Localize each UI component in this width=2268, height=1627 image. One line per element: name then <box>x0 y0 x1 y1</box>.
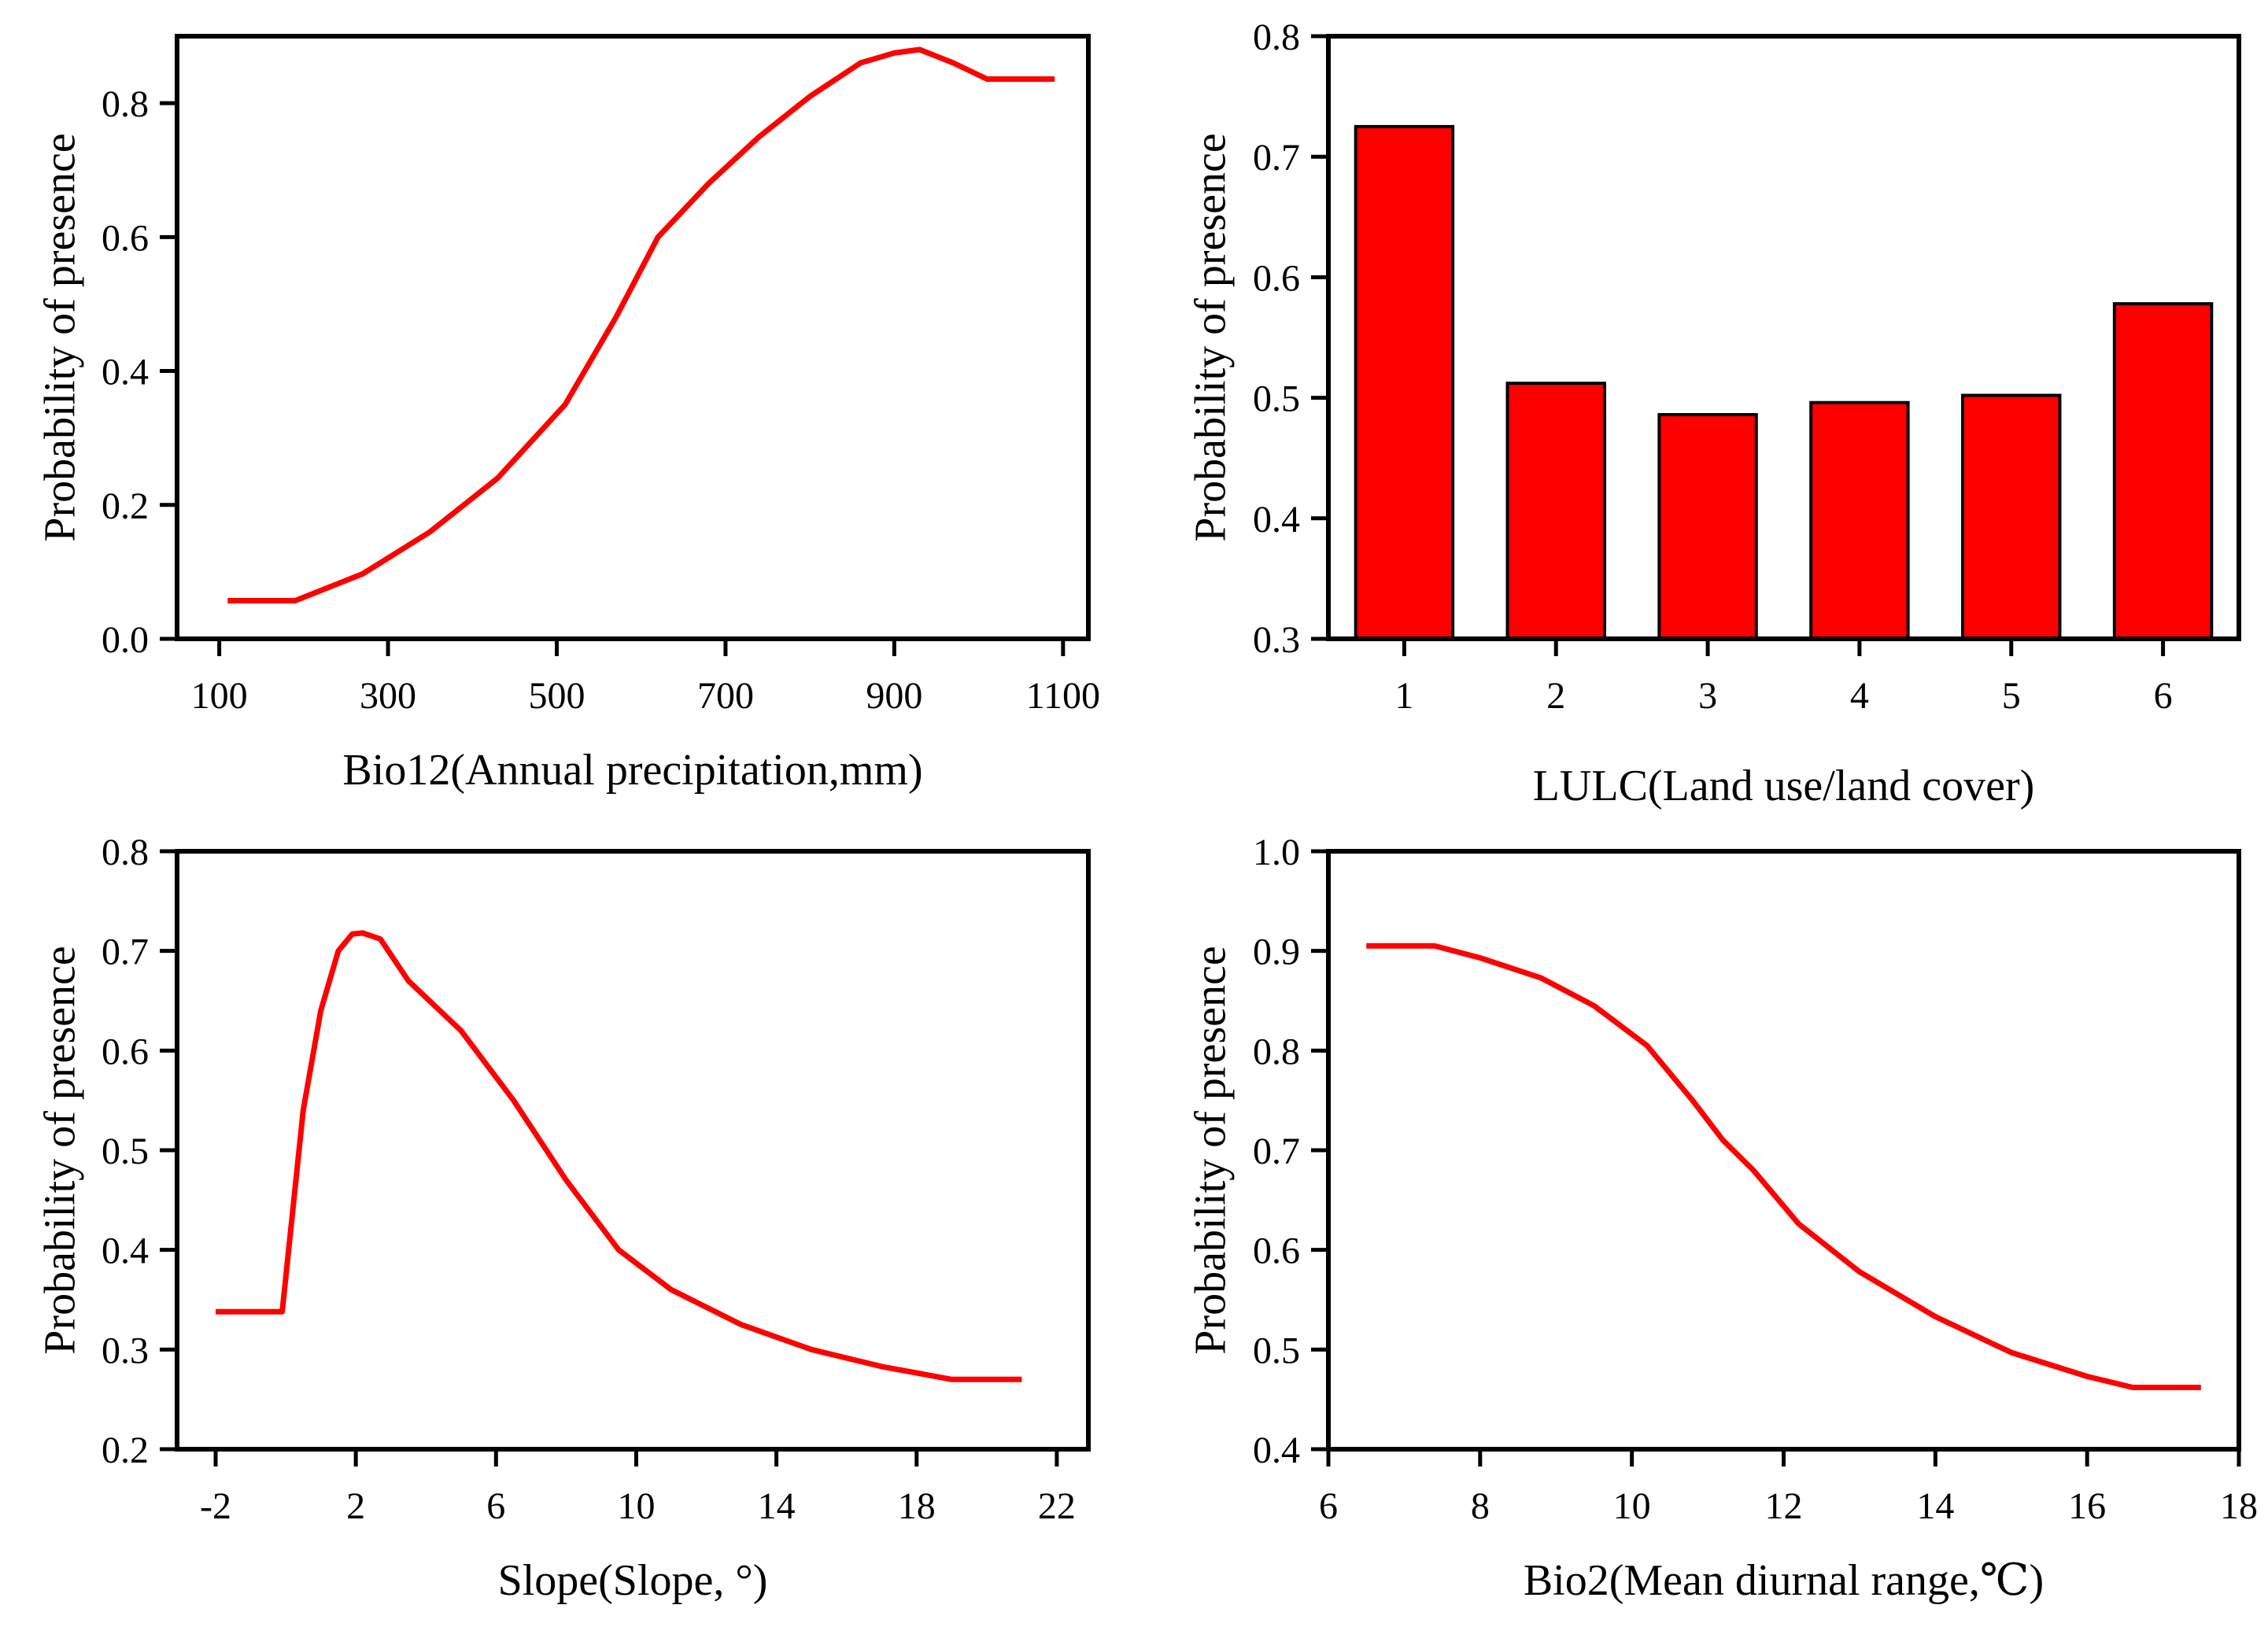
x-tick-label: 6 <box>1319 1485 1338 1527</box>
y-tick-label: 0.4 <box>1253 1430 1300 1471</box>
x-tick-label: 16 <box>2068 1485 2106 1527</box>
plot-frame <box>1326 849 2241 1452</box>
x-tick-label: 700 <box>697 675 754 717</box>
x-tick-label: 5 <box>2002 675 2021 717</box>
x-tick-label: 10 <box>617 1485 655 1527</box>
y-tick-label: 0.9 <box>1253 932 1300 973</box>
panel-bio12: 100 300 500 700 900 1100 0.0 0.2 0.4 0.6 0.8 Bio12(… <box>36 34 1100 795</box>
x-axis-label: Bio2(Mean diurnal range,℃) <box>1524 1556 2044 1605</box>
x-axis-label: Bio12(Annual precipitation,mm) <box>342 746 922 795</box>
y-tick-label: 0.7 <box>1253 137 1300 179</box>
x-tick-label: 1 <box>1394 675 1413 717</box>
panel-slope: -2 2 6 10 14 18 22 0.2 0.3 0.4 0.5 0.6 0.7 0.8 Slope(S… <box>36 832 1091 1605</box>
plot-frame <box>1326 34 2241 641</box>
y-tick-label: 0.7 <box>102 932 149 973</box>
y-tick-label: 0.8 <box>102 83 149 125</box>
y-axis-label: Probability of presence <box>36 946 85 1354</box>
x-tick-label: -2 <box>200 1485 231 1527</box>
x-tick-label: 500 <box>529 675 585 717</box>
y-tick-label: 0.4 <box>1253 499 1300 540</box>
x-tick-label: 8 <box>1471 1485 1490 1527</box>
panel-bio2: 6 8 10 12 14 16 18 0.4 0.5 0.6 0.7 0.8 0.9 1.0 Bio2(Me… <box>1187 832 2258 1605</box>
y-tick-label: 0.5 <box>1253 1330 1300 1371</box>
x-tick-label: 6 <box>486 1485 505 1527</box>
y-tick-label: 0.0 <box>102 619 149 661</box>
y-tick-label: 0.5 <box>102 1131 149 1172</box>
x-tick-label: 14 <box>758 1485 796 1527</box>
y-axis-label: Probability of presence <box>1187 946 1236 1354</box>
x-tick-label: 10 <box>1613 1485 1651 1527</box>
x-tick-label: 1100 <box>1026 675 1100 717</box>
y-tick-label: 0.6 <box>1253 257 1300 299</box>
bar-6 <box>2112 302 2214 640</box>
x-tick-label: 300 <box>360 675 416 717</box>
bar-3 <box>1657 413 1758 640</box>
y-tick-label: 0.8 <box>1253 17 1300 58</box>
series-line-response <box>1366 943 2201 1390</box>
y-tick-label: 0.5 <box>1253 378 1300 420</box>
x-tick-label: 12 <box>1765 1485 1803 1527</box>
y-tick-label: 0.3 <box>1253 619 1300 661</box>
x-tick-label: 2 <box>346 1485 365 1527</box>
x-tick-label: 900 <box>866 675 922 717</box>
x-tick-label: 3 <box>1698 675 1717 717</box>
y-tick-label: 0.7 <box>1253 1131 1300 1172</box>
y-axis-label: Probability of presence <box>36 133 85 541</box>
y-tick-label: 0.8 <box>1253 1031 1300 1072</box>
bar-2 <box>1505 382 1606 640</box>
y-tick-label: 0.4 <box>102 1230 149 1272</box>
y-tick-label: 0.4 <box>102 352 149 393</box>
y-tick-label: 0.6 <box>102 217 149 259</box>
y-tick-label: 0.2 <box>102 1430 149 1471</box>
x-axis-label: Slope(Slope, °) <box>498 1556 768 1605</box>
x-tick-label: 22 <box>1038 1485 1076 1527</box>
y-tick-label: 0.8 <box>102 832 149 873</box>
y-tick-label: 0.6 <box>1253 1230 1300 1272</box>
y-axis-label: Probability of presence <box>1187 133 1236 541</box>
x-tick-label: 2 <box>1546 675 1565 717</box>
bar-4 <box>1809 400 1910 640</box>
x-tick-label: 14 <box>1916 1485 1954 1527</box>
panel-lulc: 1 2 3 4 5 6 0.3 0.4 0.5 0.6 0.7 0.8 LULC(Land use/la… <box>1187 17 2241 810</box>
x-tick-label: 100 <box>191 675 248 717</box>
y-tick-label: 1.0 <box>1253 832 1300 873</box>
x-axis-label: LULC(Land use/land cover) <box>1533 762 2035 810</box>
bar-5 <box>1961 393 2062 640</box>
x-tick-label: 6 <box>2154 675 2173 717</box>
x-tick-label: 18 <box>898 1485 936 1527</box>
plot-frame <box>175 34 1091 641</box>
x-tick-label: 18 <box>2220 1485 2258 1527</box>
bar-1 <box>1354 124 1455 640</box>
y-tick-label: 0.3 <box>102 1330 149 1371</box>
y-tick-label: 0.6 <box>102 1031 149 1072</box>
series-line-response <box>227 46 1055 603</box>
series-line-response <box>216 930 1022 1382</box>
plot-frame <box>175 849 1091 1452</box>
x-tick-label: 4 <box>1850 675 1869 717</box>
y-tick-label: 0.2 <box>102 485 149 527</box>
